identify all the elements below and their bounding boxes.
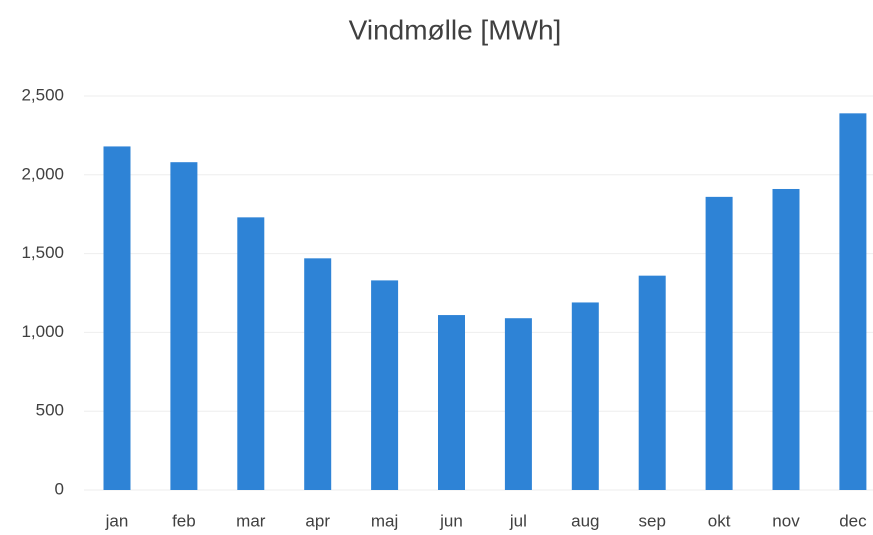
x-tick-label: aug [571, 511, 599, 530]
x-tick-label: nov [772, 511, 800, 530]
x-tick-label: feb [172, 511, 196, 530]
bar [638, 275, 666, 490]
y-tick-label: 500 [36, 401, 64, 420]
x-tick-label: apr [305, 511, 330, 530]
y-tick-label: 0 [55, 479, 64, 498]
x-tick-label: mar [236, 511, 266, 530]
bar [237, 217, 265, 491]
y-tick-label: 2,500 [21, 85, 64, 104]
bar [103, 146, 131, 490]
x-tick-label: jan [105, 511, 129, 530]
x-tick-label: jul [509, 511, 527, 530]
bar [170, 162, 198, 490]
bar [571, 302, 599, 490]
bar [504, 318, 532, 490]
x-tick-label: okt [708, 511, 731, 530]
y-tick-label: 2,000 [21, 164, 64, 183]
x-tick-label: jun [439, 511, 463, 530]
bar [705, 196, 733, 490]
x-tick-label: dec [839, 511, 867, 530]
y-tick-label: 1,500 [21, 243, 64, 262]
bar [839, 113, 867, 490]
x-tick-label: maj [371, 511, 398, 530]
x-tick-label: sep [638, 511, 665, 530]
bar [772, 188, 800, 490]
bar [438, 315, 465, 490]
bar [304, 258, 332, 490]
chart-title: Vindmølle [MWh] [349, 14, 562, 45]
y-tick-label: 1,000 [21, 322, 64, 341]
bar [371, 280, 399, 490]
